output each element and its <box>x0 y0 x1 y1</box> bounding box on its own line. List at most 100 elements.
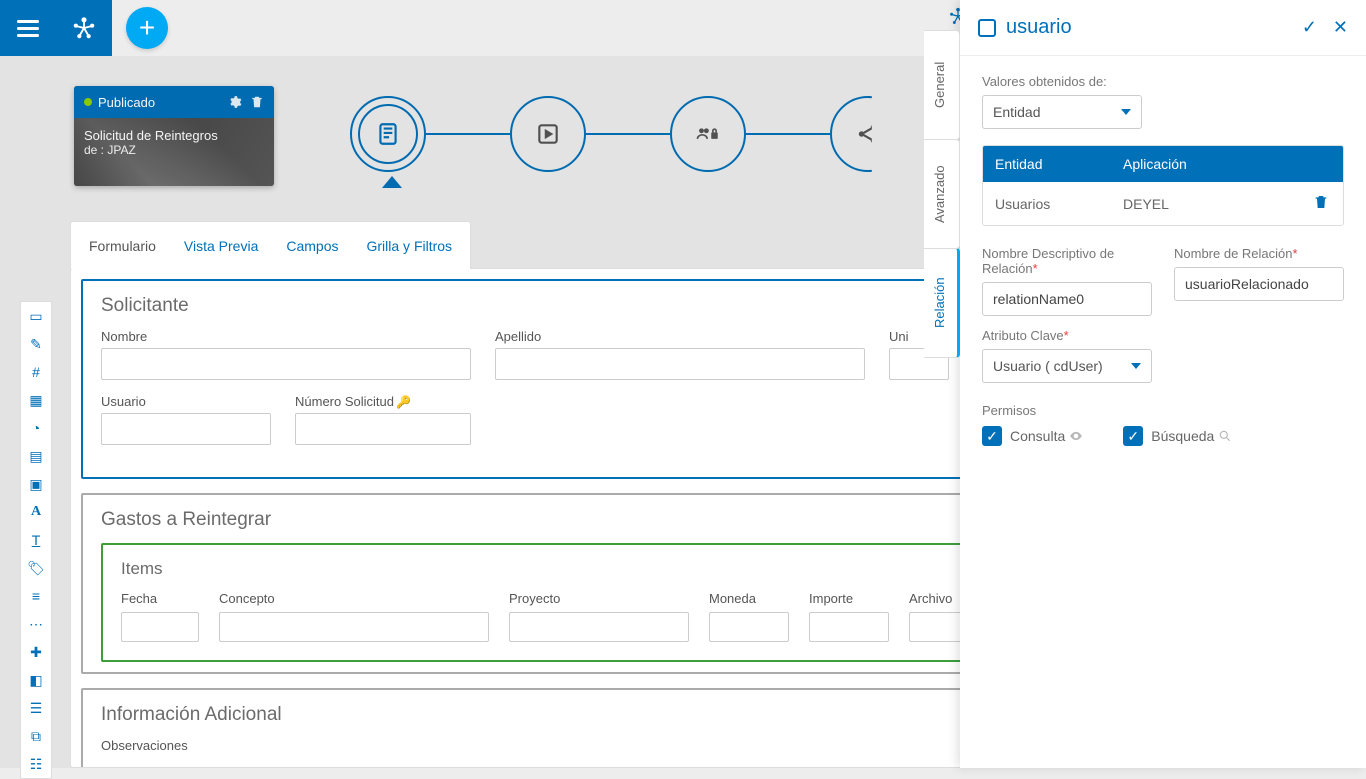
input-numero[interactable] <box>295 413 471 445</box>
step-pointer-icon <box>382 176 402 188</box>
share-icon <box>855 121 881 147</box>
caret-down-icon <box>1131 363 1141 369</box>
workflow-steps <box>350 96 906 172</box>
step-users[interactable] <box>670 96 746 172</box>
perm-consulta[interactable]: ✓ Consulta <box>982 426 1083 446</box>
col-label: Concepto <box>219 591 489 606</box>
entidad-select[interactable]: Entidad <box>982 95 1142 129</box>
tool-cube-icon[interactable]: ◧ <box>28 672 44 688</box>
input-proyecto[interactable] <box>509 612 689 642</box>
tool-edit-icon[interactable]: ✎ <box>28 336 44 352</box>
form-icon <box>375 121 401 147</box>
attr-label: Atributo Clave* <box>982 328 1344 343</box>
search-icon <box>1218 429 1232 443</box>
tool-date-icon[interactable]: ▦ <box>28 392 44 408</box>
panel-header: usuario ✓ ✕ <box>960 0 1366 56</box>
tool-text-icon[interactable]: T <box>28 532 44 548</box>
tool-more-icon[interactable]: ⋯ <box>28 616 44 632</box>
select-value: Entidad <box>993 104 1040 120</box>
permisos-label: Permisos <box>982 403 1344 418</box>
input-apellido[interactable] <box>495 348 865 380</box>
tool-lines-icon[interactable]: ☰ <box>28 700 44 716</box>
tool-box-icon[interactable]: ⧉ <box>28 728 44 744</box>
tool-font-icon[interactable]: A <box>28 504 44 520</box>
key-icon: 🔑 <box>396 395 411 409</box>
add-button[interactable] <box>126 7 168 49</box>
tab-formulario[interactable]: Formulario <box>89 238 156 254</box>
logo-icon <box>70 14 98 42</box>
tool-stack-icon[interactable]: ☷ <box>28 756 44 772</box>
gear-icon[interactable] <box>228 95 242 109</box>
entidad-table: Entidad Aplicación Usuarios DEYEL <box>982 145 1344 226</box>
checkbox-checked-icon: ✓ <box>1123 426 1143 446</box>
field-label: Número Solicitud🔑 <box>295 394 471 409</box>
caret-down-icon <box>1121 109 1131 115</box>
nombre-desc-input[interactable]: relationName0 <box>982 282 1152 316</box>
input-usuario[interactable] <box>101 413 271 445</box>
input-nombre[interactable] <box>101 348 471 380</box>
td-entidad: Usuarios <box>983 184 1111 224</box>
card-subtitle: de : JPAZ <box>84 143 264 157</box>
input-importe[interactable] <box>809 612 889 642</box>
valores-label: Valores obtenidos de: <box>982 74 1344 89</box>
nombre-rel-label: Nombre de Relación* <box>1174 246 1344 261</box>
input-moneda[interactable] <box>709 612 789 642</box>
panel-vertical-tabs: General Avanzado Relación <box>924 30 960 357</box>
tool-clock-icon[interactable]: ◔ <box>28 420 44 436</box>
vtab-avanzado[interactable]: Avanzado <box>924 139 960 249</box>
checkbox-icon[interactable] <box>978 19 996 37</box>
row-delete[interactable] <box>1301 182 1343 225</box>
step-form[interactable] <box>350 96 426 172</box>
col-label: Moneda <box>709 591 789 606</box>
eye-icon <box>1069 429 1083 443</box>
th-entidad: Entidad <box>983 146 1111 182</box>
tab-campos[interactable]: Campos <box>286 238 338 254</box>
play-icon <box>535 121 561 147</box>
tool-hash-icon[interactable]: # <box>28 364 44 380</box>
step-share[interactable] <box>830 96 906 172</box>
status-dot-icon <box>84 98 92 106</box>
td-aplicacion: DEYEL <box>1111 184 1301 224</box>
tool-screen-icon[interactable]: ▭ <box>28 308 44 324</box>
tab-vista-previa[interactable]: Vista Previa <box>184 238 258 254</box>
tool-align-icon[interactable]: ≡ <box>28 588 44 604</box>
tool-image-icon[interactable]: ▣ <box>28 476 44 492</box>
col-label: Fecha <box>121 591 199 606</box>
vtab-general[interactable]: General <box>924 30 960 140</box>
input-concepto[interactable] <box>219 612 489 642</box>
th-aplicacion: Aplicación <box>1111 146 1343 182</box>
tool-plus-icon[interactable]: ✚ <box>28 644 44 660</box>
card-title: Solicitud de Reintegros <box>84 128 264 143</box>
nombre-rel-input[interactable]: usuarioRelacionado <box>1174 267 1344 301</box>
tool-doc-icon[interactable]: ▤ <box>28 448 44 464</box>
col-label: Importe <box>809 591 889 606</box>
property-panel: usuario ✓ ✕ Valores obtenidos de: Entida… <box>960 0 1366 768</box>
attr-value: Usuario ( cdUser) <box>993 358 1103 374</box>
field-palette: ▭ ✎ # ▦ ◔ ▤ ▣ A T 🏷 ≡ ⋯ ✚ ◧ ☰ ⧉ ☷ <box>20 301 52 779</box>
tool-tag-icon[interactable]: 🏷 <box>28 560 44 576</box>
vtab-relacion[interactable]: Relación <box>924 248 960 358</box>
nombre-desc-label: Nombre Descriptivo de Relación* <box>982 246 1152 276</box>
field-label: Apellido <box>495 329 865 344</box>
users-lock-icon <box>695 121 721 147</box>
card-body: Solicitud de Reintegros de : JPAZ <box>74 118 274 186</box>
trash-icon <box>1313 194 1329 210</box>
checkbox-checked-icon: ✓ <box>982 426 1002 446</box>
confirm-icon[interactable]: ✓ <box>1302 17 1317 38</box>
perm-busqueda[interactable]: ✓ Búsqueda <box>1123 426 1232 446</box>
form-card[interactable]: Publicado Solicitud de Reintegros de : J… <box>74 86 274 186</box>
attr-select[interactable]: Usuario ( cdUser) <box>982 349 1152 383</box>
step-play[interactable] <box>510 96 586 172</box>
panel-title: usuario <box>1006 16 1072 39</box>
tab-grilla[interactable]: Grilla y Filtros <box>367 238 453 254</box>
tab-bar: Formulario Vista Previa Campos Grilla y … <box>70 221 471 269</box>
close-icon[interactable]: ✕ <box>1333 17 1348 38</box>
col-label: Proyecto <box>509 591 689 606</box>
app-logo[interactable] <box>56 0 112 56</box>
card-status: Publicado <box>98 95 155 110</box>
input-fecha[interactable] <box>121 612 199 642</box>
trash-icon[interactable] <box>250 95 264 109</box>
field-label: Usuario <box>101 394 271 409</box>
card-header: Publicado <box>74 86 274 118</box>
hamburger-menu[interactable] <box>0 0 56 56</box>
